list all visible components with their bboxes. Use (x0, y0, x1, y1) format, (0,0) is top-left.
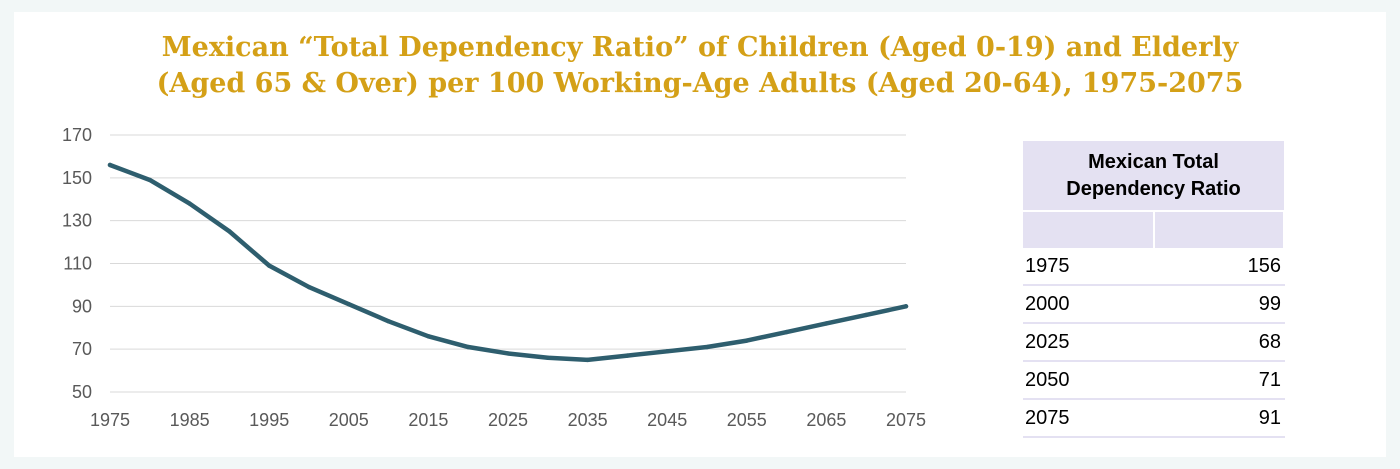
data-point (665, 349, 670, 354)
page-panel: Mexican “Total Dependency Ratio” of Chil… (14, 12, 1386, 457)
gridlines (110, 134, 906, 393)
data-point (505, 351, 511, 356)
y-axis-ticks: 170 150 130 110 90 70 50 (62, 125, 92, 402)
table-header-line-1: Mexican Total (1088, 150, 1219, 173)
table-value-cell: 156 (1154, 248, 1285, 286)
data-point (784, 329, 789, 335)
y-tick-label: 150 (62, 168, 92, 188)
data-point (625, 353, 630, 358)
data-point (346, 301, 351, 307)
table-spacer-row (1023, 210, 1285, 248)
data-point (864, 312, 869, 318)
table-value-cell: 99 (1154, 285, 1285, 324)
dependency-ratio-table: Mexican Total Dependency Ratio 1975 156 … (1023, 141, 1285, 438)
data-point (585, 357, 590, 363)
y-tick-label: 110 (63, 254, 92, 274)
table-row: 2050 71 (1023, 361, 1285, 400)
data-point (903, 304, 909, 309)
chart-title: Mexican “Total Dependency Ratio” of Chil… (14, 30, 1386, 102)
line-chart: 170 150 130 110 90 70 50 1975 1985 1995 2005 2015 2… (62, 125, 926, 430)
data-point (187, 201, 192, 206)
x-tick-label: 1975 (90, 410, 130, 430)
y-tick-label: 70 (72, 339, 92, 359)
x-tick-label: 2065 (806, 410, 846, 430)
x-axis-ticks: 1975 1985 1995 2005 2015 2025 2035 2045 2055 2065… (90, 410, 926, 430)
series-layer (107, 162, 909, 363)
data-point (824, 321, 829, 326)
y-tick-label: 50 (72, 382, 92, 402)
table-year-cell: 1975 (1023, 248, 1155, 286)
table-row: 2000 99 (1023, 285, 1285, 324)
table-value-cell: 91 (1154, 399, 1285, 438)
data-point (386, 319, 391, 324)
data-point (306, 284, 312, 290)
data-point (267, 263, 272, 268)
y-tick-label: 170 (62, 125, 92, 145)
y-tick-label: 90 (72, 296, 92, 316)
table-spacer-cell (1154, 210, 1285, 248)
x-tick-label: 1995 (249, 410, 289, 430)
x-tick-label: 2005 (329, 410, 369, 430)
data-point (466, 344, 471, 350)
x-tick-label: 2045 (647, 410, 687, 430)
data-point (107, 162, 113, 168)
table-year-cell: 2050 (1023, 361, 1155, 400)
x-tick-label: 1985 (170, 410, 210, 430)
table-header-line-2: Dependency Ratio (1066, 177, 1241, 200)
data-point (545, 355, 550, 360)
table-row: 2025 68 (1023, 323, 1285, 362)
table-year-cell: 2025 (1023, 323, 1155, 362)
x-tick-label: 2025 (488, 410, 528, 430)
table-year-cell: 2000 (1023, 285, 1155, 324)
data-point (147, 177, 152, 183)
data-point (704, 344, 710, 350)
table-header: Mexican Total Dependency Ratio (1023, 141, 1284, 211)
data-point (744, 338, 749, 343)
table-value-cell: 68 (1154, 323, 1285, 362)
x-tick-label: 2075 (886, 410, 926, 430)
chart-title-line-1: Mexican “Total Dependency Ratio” of Chil… (161, 32, 1239, 63)
data-point (426, 334, 431, 339)
x-tick-label: 2015 (408, 410, 448, 430)
table-row: 2075 91 (1023, 399, 1285, 438)
x-tick-label: 2035 (568, 410, 608, 430)
table-row: 1975 156 (1023, 248, 1285, 286)
y-tick-label: 130 (62, 211, 92, 231)
table-spacer-cell (1023, 210, 1155, 248)
x-tick-label: 2055 (727, 410, 767, 430)
table-value-cell: 71 (1154, 361, 1285, 400)
data-point (227, 229, 232, 234)
chart-title-line-2: (Aged 65 & Over) per 100 Working-Age Adu… (156, 68, 1244, 99)
table-year-cell: 2075 (1023, 399, 1155, 438)
